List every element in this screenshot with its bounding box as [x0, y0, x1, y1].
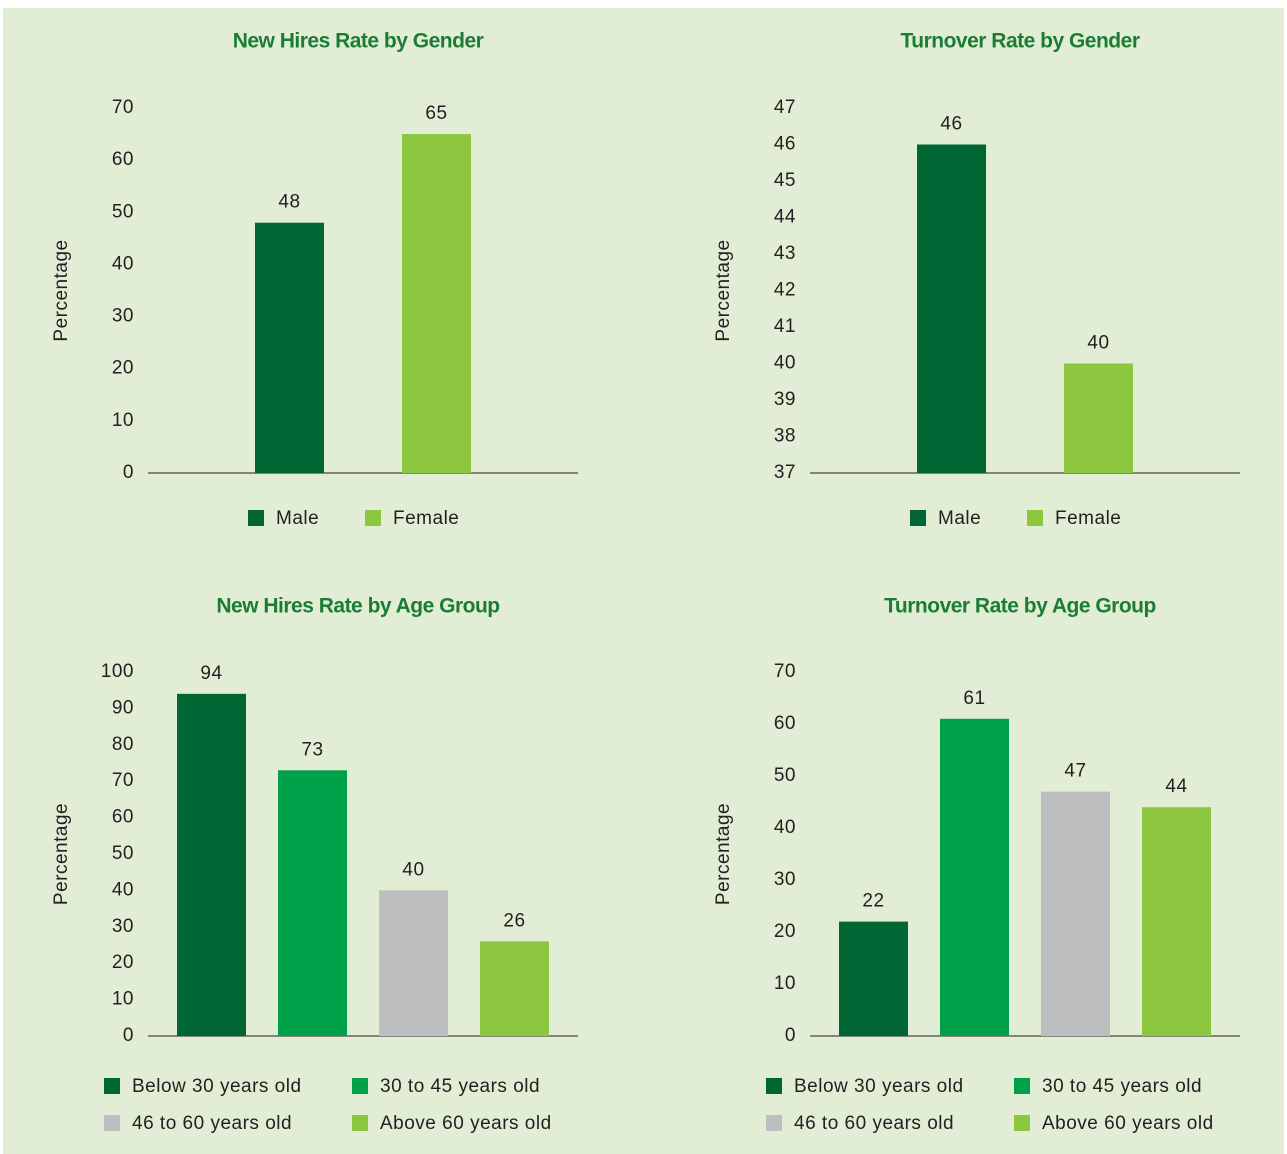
y-tick-label: 70 [112, 97, 134, 118]
y-axis-label: Percentage [51, 239, 72, 341]
legend-swatch [910, 510, 926, 526]
chart-title: New Hires Rate by Gender [233, 30, 484, 53]
legend-label: Female [393, 508, 459, 529]
y-tick-label: 50 [774, 765, 796, 786]
y-tick-label: 41 [774, 316, 796, 337]
y-tick-label: 0 [785, 1025, 796, 1046]
y-tick-label: 60 [112, 807, 134, 828]
y-tick-label: 60 [774, 713, 796, 734]
bar [480, 941, 549, 1036]
y-tick-label: 39 [774, 389, 796, 410]
value-label: 61 [963, 688, 985, 709]
bar [278, 770, 347, 1036]
value-label: 40 [402, 859, 424, 880]
y-tick-label: 20 [774, 921, 796, 942]
legend-label: 30 to 45 years old [1042, 1076, 1202, 1097]
legend-swatch [1027, 510, 1043, 526]
bar [1041, 791, 1110, 1036]
y-tick-label: 30 [112, 916, 134, 937]
y-tick-label: 60 [112, 149, 134, 170]
chart-title: Turnover Rate by Gender [900, 30, 1139, 53]
bar [255, 222, 324, 473]
y-tick-label: 50 [112, 201, 134, 222]
y-tick-label: 100 [101, 661, 134, 682]
legend-label: Above 60 years old [380, 1113, 552, 1134]
y-tick-label: 43 [774, 243, 796, 264]
y-axis-label: Percentage [713, 803, 734, 905]
bar [379, 890, 448, 1036]
value-label: 48 [278, 192, 300, 213]
value-label: 94 [200, 663, 222, 684]
bar [177, 693, 246, 1036]
y-tick-label: 10 [112, 989, 134, 1010]
y-tick-label: 70 [112, 770, 134, 791]
bar [402, 134, 471, 474]
y-tick-label: 40 [112, 879, 134, 900]
value-label: 65 [425, 103, 447, 124]
legend-label: 46 to 60 years old [132, 1113, 292, 1134]
legend-swatch [248, 510, 264, 526]
y-tick-label: 10 [112, 410, 134, 431]
y-tick-label: 20 [112, 952, 134, 973]
bar [839, 921, 908, 1036]
value-label: 46 [940, 114, 962, 135]
legend-swatch [104, 1115, 120, 1131]
legend-swatch [352, 1078, 368, 1094]
legend-swatch [1014, 1115, 1030, 1131]
legend-swatch [365, 510, 381, 526]
y-tick-label: 40 [774, 817, 796, 838]
chart-title: New Hires Rate by Age Group [216, 595, 499, 618]
y-tick-label: 20 [112, 358, 134, 379]
bar [917, 144, 986, 473]
value-label: 47 [1064, 761, 1086, 782]
y-tick-label: 45 [774, 170, 796, 191]
y-tick-label: 80 [112, 734, 134, 755]
bar [1142, 807, 1211, 1036]
legend-label: Below 30 years old [794, 1076, 964, 1097]
value-label: 40 [1087, 333, 1109, 354]
legend-label: Above 60 years old [1042, 1113, 1214, 1134]
y-tick-label: 40 [774, 353, 796, 374]
legend-swatch [104, 1078, 120, 1094]
y-tick-label: 42 [774, 280, 796, 301]
legend-label: 46 to 60 years old [794, 1113, 954, 1134]
legend-label: 30 to 45 years old [380, 1076, 540, 1097]
y-tick-label: 30 [112, 306, 134, 327]
y-axis-label: Percentage [51, 803, 72, 905]
legend-label: Female [1055, 508, 1121, 529]
y-tick-label: 44 [774, 207, 796, 228]
y-tick-label: 0 [123, 1025, 134, 1046]
legend-label: Male [938, 508, 981, 529]
y-tick-label: 47 [774, 97, 796, 118]
y-tick-label: 50 [112, 843, 134, 864]
y-tick-label: 46 [774, 134, 796, 155]
legend-label: Male [276, 508, 319, 529]
y-tick-label: 0 [123, 462, 134, 483]
y-axis-label: Percentage [713, 239, 734, 341]
legend-swatch [766, 1115, 782, 1131]
y-tick-label: 38 [774, 426, 796, 447]
y-tick-label: 70 [774, 661, 796, 682]
value-label: 44 [1165, 776, 1187, 797]
chart-title: Turnover Rate by Age Group [884, 595, 1156, 618]
value-label: 73 [301, 739, 323, 760]
bar [1064, 363, 1133, 473]
y-tick-label: 37 [774, 462, 796, 483]
legend-swatch [1014, 1078, 1030, 1094]
value-label: 22 [862, 891, 884, 912]
legend-swatch [352, 1115, 368, 1131]
y-tick-label: 10 [774, 973, 796, 994]
legend-label: Below 30 years old [132, 1076, 302, 1097]
y-tick-label: 30 [774, 869, 796, 890]
y-tick-label: 40 [112, 253, 134, 274]
bar [940, 718, 1009, 1036]
legend-swatch [766, 1078, 782, 1094]
y-tick-label: 90 [112, 697, 134, 718]
value-label: 26 [503, 910, 525, 931]
